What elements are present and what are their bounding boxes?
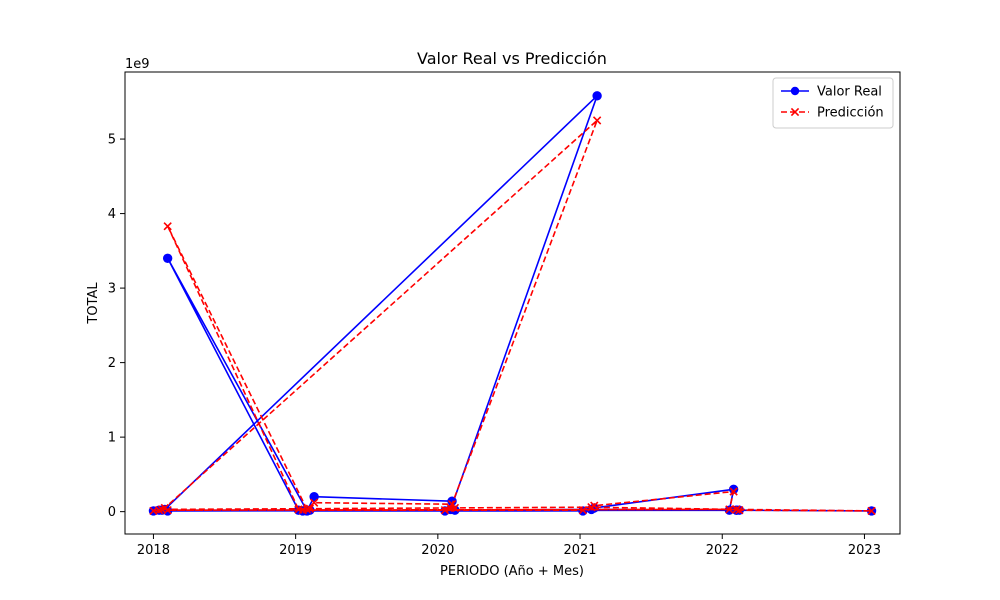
legend: Valor Real Predicción <box>772 77 894 129</box>
y-scale-label: 1e9 <box>125 57 150 72</box>
x-tick-label: 2020 <box>421 543 454 558</box>
data-point <box>587 503 596 512</box>
data-point <box>309 498 319 507</box>
legend-label: Valor Real <box>817 85 882 100</box>
x-axis: 2018 2019 2020 2021 2022 2023 <box>137 534 881 558</box>
data-point <box>440 505 450 515</box>
data-point <box>592 91 602 101</box>
data-point <box>309 492 319 502</box>
y-tick-label: 0 <box>108 505 116 520</box>
data-point <box>450 503 460 513</box>
legend-item: Predicción <box>781 106 884 121</box>
y-tick-label: 4 <box>108 207 116 222</box>
y-axis-title: TOTAL <box>86 282 101 325</box>
y-tick-label: 2 <box>108 356 116 371</box>
chart-title: Valor Real vs Predicción <box>417 49 607 68</box>
series-prediccion <box>149 116 876 516</box>
y-axis: 0 1 2 3 4 5 <box>108 133 125 520</box>
x-tick-label: 2021 <box>563 543 596 558</box>
data-point <box>592 116 602 125</box>
data-point <box>154 505 164 515</box>
data-point <box>729 487 738 496</box>
plot-frame <box>124 71 901 535</box>
series-layer <box>148 91 877 516</box>
data-point <box>162 253 173 263</box>
legend-item: Valor Real <box>781 85 882 100</box>
legend-label: Predicción <box>817 106 884 121</box>
series-line <box>153 95 873 512</box>
data-point <box>578 505 588 515</box>
data-point <box>867 506 876 516</box>
x-axis-title: PERIODO (Año + Mes) <box>440 564 584 579</box>
y-tick-label: 5 <box>108 133 116 148</box>
x-tick-label: 2023 <box>848 543 881 558</box>
data-point <box>732 505 741 514</box>
x-tick-label: 2018 <box>137 543 170 558</box>
data-point <box>298 505 307 515</box>
data-point <box>735 505 744 515</box>
series-valor-real <box>148 91 877 516</box>
x-tick-label: 2019 <box>279 543 312 558</box>
y-tick-label: 1 <box>108 431 116 446</box>
data-point <box>305 504 315 513</box>
data-point <box>725 505 734 514</box>
data-point <box>163 222 172 231</box>
legend-marker <box>790 107 800 117</box>
y-tick-label: 3 <box>108 282 116 297</box>
data-point <box>157 505 167 514</box>
legend-marker <box>790 86 800 96</box>
x-tick-label: 2022 <box>706 543 739 558</box>
series-line <box>153 119 873 512</box>
